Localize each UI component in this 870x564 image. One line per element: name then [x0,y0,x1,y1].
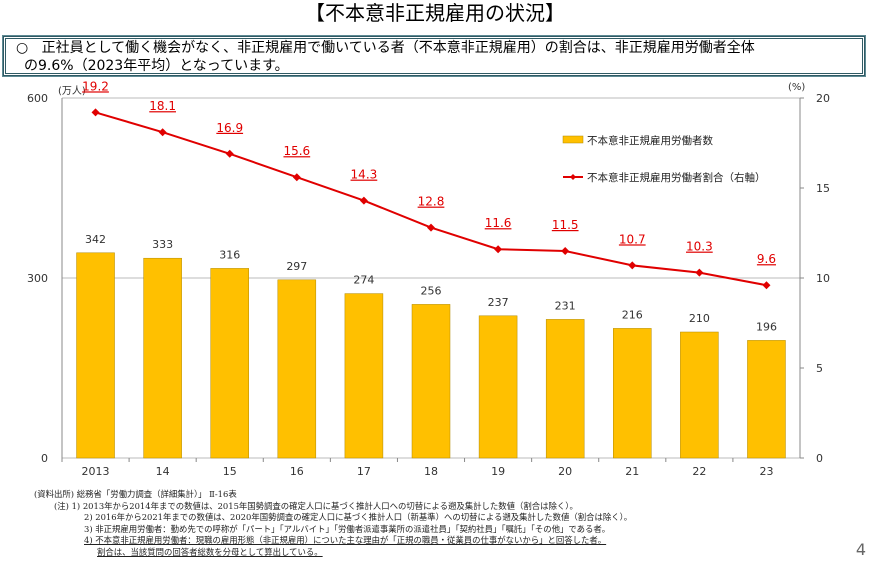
rate-value-label: 15.6 [283,144,310,158]
legend-line-label: 不本意非正規雇用労働者割合（右軸） [587,171,766,184]
bar [613,328,652,459]
bar [143,257,182,459]
legend-bar-swatch [562,135,584,144]
summary-box: ○ 正社員として働く機会がなく、非正規雇用で働いている者（不本意非正規雇用）の割… [2,35,866,77]
bar [747,340,786,459]
chart: 0 300 600 0 5 10 15 20 (万人) (%) 342 333 316 297 274 256… [27,79,830,478]
note-4: 4) 不本意非正規雇用労働者：現職の雇用形態（非正規雇用）についた主な理由が「正… [84,535,607,546]
rate-marker [225,149,234,158]
x-tick-label: 20 [558,465,572,478]
bar-value-label: 256 [421,284,442,297]
rate-value-label: 11.5 [552,218,579,232]
bar-value-label: 333 [152,238,173,251]
legend-bar-label: 不本意非正規雇用労働者数 [587,134,713,147]
bar-value-label: 196 [756,320,777,333]
bar-value-label: 210 [689,312,710,325]
left-tick-label: 600 [27,92,48,105]
rate-value-label: 9.6 [757,252,776,266]
page-number: 4 [855,540,866,559]
rate-marker [762,281,771,290]
bar [680,331,719,459]
bar-value-label: 297 [286,260,307,273]
rate-value-label: 11.6 [485,216,512,230]
rate-marker [158,128,167,137]
x-tick-label: 14 [156,465,170,478]
bar [277,279,317,459]
right-tick-label: 10 [816,272,830,285]
right-tick-label: 0 [816,452,823,465]
bar-value-label: 342 [85,233,106,246]
x-tick-label: 16 [290,465,304,478]
note-1: (注) 1) 2013年から2014年までの数値は、2015年国勢調査の確定人口… [54,500,578,511]
bar-value-label: 237 [488,296,509,309]
x-tick-label: 15 [223,465,237,478]
x-tick-label: 21 [625,465,639,478]
rate-value-label: 10.7 [619,232,646,246]
note-2: 2) 2016年から2021年までの数値は、2020年国勢調査の確定人口に基づく… [84,512,633,523]
right-tick-label: 15 [816,182,830,195]
left-axis-unit: (万人) [58,85,86,97]
rate-marker [494,245,503,254]
notes: (資料出所) 総務省「労働力調査（詳細集計）」 Ⅱ-16表 (注) 1) 201… [34,489,632,559]
rate-value-label: 16.9 [216,121,243,135]
rate-value-label: 18.1 [149,99,176,113]
bar [545,319,585,459]
right-tick-label: 5 [816,362,823,375]
source-note: (資料出所) 総務省「労働力調査（詳細集計）」 Ⅱ-16表 [34,489,237,499]
bar-value-label: 231 [555,299,576,312]
x-tick-label: 23 [759,465,773,478]
rate-marker [628,261,637,270]
note-3: 3) 非正規雇用労働者：勤め先での呼称が「パート」「アルバイト」「労働者派遣事業… [84,523,611,534]
rate-value-label: 12.8 [418,195,445,209]
summary-line2: の9.6%（2023年平均）となっています。 [24,58,289,74]
rate-marker [695,268,704,277]
rate-marker [427,223,435,232]
x-tick-label: 18 [424,465,438,478]
left-tick-label: 300 [27,272,48,285]
note-5: 割合は、当該質問の回答者総数を分母として算出している。 [97,546,323,557]
bar [210,268,249,459]
bar [344,293,384,459]
page-title: 【不本意非正規雇用の状況】 [305,1,565,25]
rate-value-label: 14.3 [351,168,378,182]
summary-line1: ○ 正社員として働く機会がなく、非正規雇用で働いている者（不本意非正規雇用）の割… [16,40,755,56]
rate-marker [292,173,301,182]
rate-value-label: 10.3 [686,240,713,254]
left-tick-label: 0 [41,452,48,465]
bar-value-label: 274 [353,274,374,287]
x-tick-label: 22 [692,465,706,478]
rate-marker [359,196,368,205]
rate-value-label: 19.2 [82,79,109,93]
bar-value-label: 216 [622,308,643,321]
x-tick-label: 2013 [82,465,110,478]
right-axis-unit: (%) [788,82,805,93]
rate-marker [561,247,570,255]
bar [76,252,115,459]
bar [478,315,518,459]
bar [411,304,451,459]
x-tick-label: 19 [491,465,505,478]
bar-value-label: 316 [219,248,240,261]
rate-marker [91,108,100,117]
x-tick-label: 17 [357,465,371,478]
legend-line-marker [570,174,576,180]
right-tick-label: 20 [816,92,830,105]
